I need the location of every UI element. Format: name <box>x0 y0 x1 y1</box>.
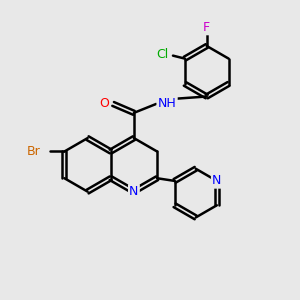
Text: Br: Br <box>27 145 40 158</box>
Text: O: O <box>99 98 109 110</box>
Text: NH: NH <box>158 98 176 110</box>
Text: F: F <box>203 21 210 34</box>
Text: Cl: Cl <box>156 48 169 61</box>
Text: N: N <box>129 185 139 198</box>
Text: N: N <box>212 174 221 188</box>
